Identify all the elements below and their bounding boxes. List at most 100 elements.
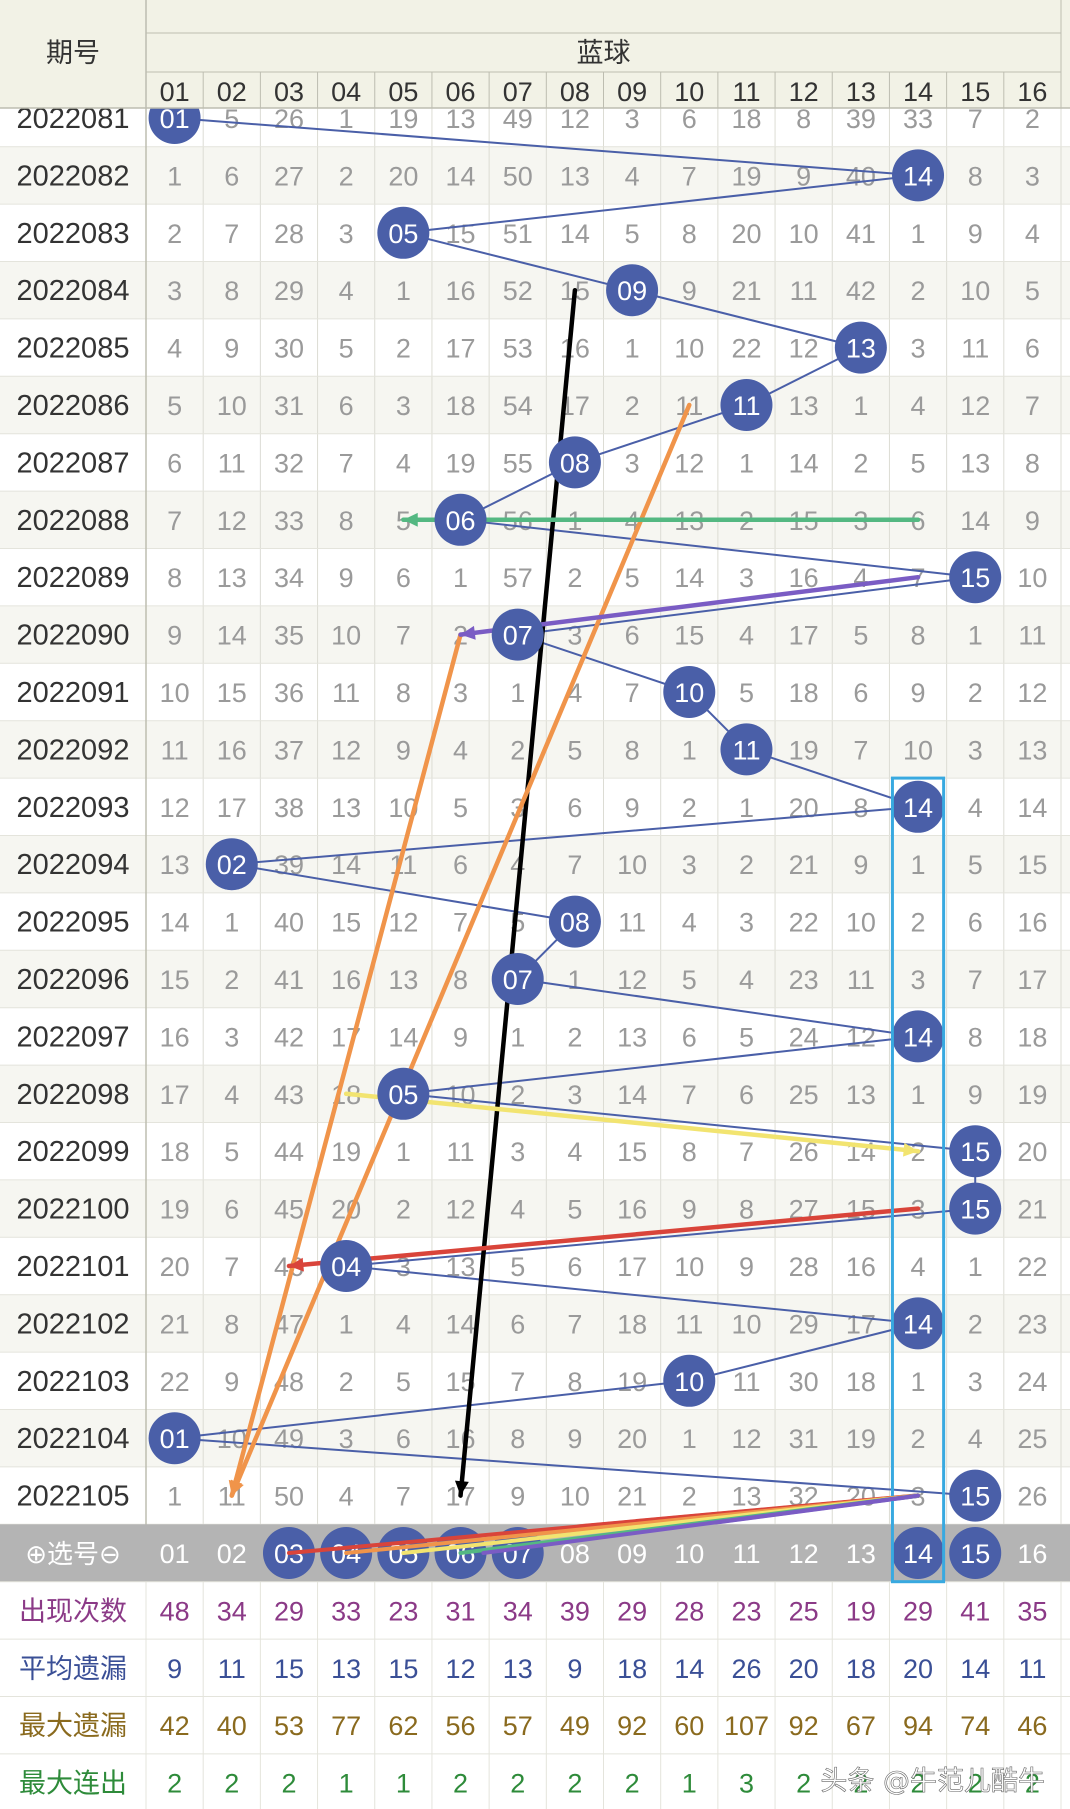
omission-value: 49 <box>503 104 533 134</box>
omission-value: 8 <box>911 621 926 651</box>
stats-row-bg <box>0 1639 1070 1697</box>
omission-value: 1 <box>968 1252 983 1282</box>
omission-value: 12 <box>160 793 190 823</box>
select-number[interactable]: 15 <box>960 1539 990 1569</box>
stats-value: 74 <box>960 1711 990 1741</box>
stats-value: 23 <box>731 1596 761 1626</box>
omission-value: 12 <box>1017 678 1047 708</box>
omission-value: 3 <box>968 735 983 765</box>
analysis-line-overlay <box>481 1493 921 1555</box>
select-number[interactable]: 11 <box>732 1539 760 1569</box>
select-number[interactable]: 09 <box>617 1539 647 1569</box>
omission-value: 18 <box>617 1309 647 1339</box>
omission-value: 8 <box>224 276 239 306</box>
omission-value: 36 <box>274 678 304 708</box>
omission-value: 14 <box>217 621 247 651</box>
omission-value: 2 <box>911 1424 926 1454</box>
select-number[interactable]: 02 <box>217 1539 247 1569</box>
omission-value: 3 <box>567 1080 582 1110</box>
stats-value: 12 <box>446 1654 476 1684</box>
omission-value: 6 <box>739 1080 754 1110</box>
stats-value: 2 <box>968 1769 983 1799</box>
omission-value: 9 <box>911 678 926 708</box>
omission-value: 20 <box>731 219 761 249</box>
omission-value: 1 <box>339 1309 354 1339</box>
hit-ball <box>949 1125 1002 1178</box>
highlight-column-box <box>890 776 946 1584</box>
stats-value: 67 <box>846 1711 876 1741</box>
omission-value: 14 <box>674 563 704 593</box>
column-header: 15 <box>960 77 990 107</box>
select-number[interactable]: 12 <box>789 1539 819 1569</box>
omission-value: 5 <box>1025 276 1040 306</box>
hit-ball <box>148 1412 201 1465</box>
omission-value: 13 <box>160 850 190 880</box>
omission-value: 43 <box>274 1080 304 1110</box>
omission-value: 19 <box>789 735 819 765</box>
omission-value: 12 <box>731 1424 761 1454</box>
omission-value: 4 <box>911 391 926 421</box>
omission-value: 4 <box>339 276 354 306</box>
select-number[interactable]: 16 <box>1017 1539 1047 1569</box>
select-number[interactable]: 13 <box>846 1539 876 1569</box>
omission-value: 18 <box>1017 1022 1047 1052</box>
stats-value: 56 <box>446 1711 476 1741</box>
period-label: 2022090 <box>17 620 130 652</box>
omission-value: 28 <box>274 219 304 249</box>
omission-value: 11 <box>732 1367 760 1397</box>
stats-value: 14 <box>960 1654 990 1684</box>
select-number[interactable]: 10 <box>674 1539 704 1569</box>
period-label: 2022091 <box>17 677 130 709</box>
omission-value: 4 <box>739 965 754 995</box>
omission-value: 3 <box>911 334 926 364</box>
omission-value: 7 <box>968 104 983 134</box>
omission-value: 8 <box>1025 448 1040 478</box>
omission-value: 5 <box>625 563 640 593</box>
omission-value: 4 <box>453 735 468 765</box>
period-label: 2022089 <box>17 562 130 594</box>
omission-value: 54 <box>503 391 533 421</box>
omission-value: 8 <box>339 506 354 536</box>
selected-ball[interactable] <box>949 1527 1002 1579</box>
omission-value: 4 <box>739 621 754 651</box>
omission-value: 2 <box>1025 104 1040 134</box>
omission-value: 50 <box>274 1482 304 1512</box>
selected-ball[interactable] <box>892 1527 945 1579</box>
omission-value: 32 <box>274 448 304 478</box>
omission-value: 9 <box>510 1482 525 1512</box>
period-label: 2022098 <box>17 1079 130 1111</box>
select-row-label[interactable]: ⊕选号⊖ <box>25 1539 121 1569</box>
omission-value: 42 <box>274 1022 304 1052</box>
omission-value: 33 <box>274 506 304 536</box>
stats-value: 1 <box>682 1769 697 1799</box>
omission-value: 5 <box>396 1367 411 1397</box>
select-number[interactable]: 01 <box>160 1539 190 1569</box>
omission-value: 49 <box>274 1424 304 1454</box>
omission-value: 15 <box>160 965 190 995</box>
stats-value: 20 <box>789 1654 819 1684</box>
omission-value: 10 <box>331 621 361 651</box>
omission-value: 12 <box>388 908 418 938</box>
hit-ball <box>892 149 945 202</box>
stats-value: 39 <box>560 1596 590 1626</box>
row-bg <box>0 376 1070 434</box>
omission-value: 17 <box>789 621 819 651</box>
omission-value: 16 <box>217 735 247 765</box>
omission-value: 19 <box>388 104 418 134</box>
stats-value: 60 <box>674 1711 704 1741</box>
omission-value: 5 <box>911 448 926 478</box>
omission-value: 19 <box>331 1137 361 1167</box>
omission-value: 6 <box>968 908 983 938</box>
omission-value: 9 <box>796 161 811 191</box>
select-number[interactable]: 14 <box>903 1539 933 1569</box>
omission-value: 22 <box>789 908 819 938</box>
omission-value: 2 <box>911 908 926 938</box>
omission-value: 15 <box>331 908 361 938</box>
omission-value: 4 <box>682 908 697 938</box>
stats-label: 最大遗漏 <box>19 1711 127 1741</box>
omission-value: 6 <box>510 1309 525 1339</box>
omission-value: 10 <box>617 850 647 880</box>
hit-ball <box>377 206 430 259</box>
stats-value: 9 <box>167 1654 182 1684</box>
omission-value: 6 <box>339 391 354 421</box>
